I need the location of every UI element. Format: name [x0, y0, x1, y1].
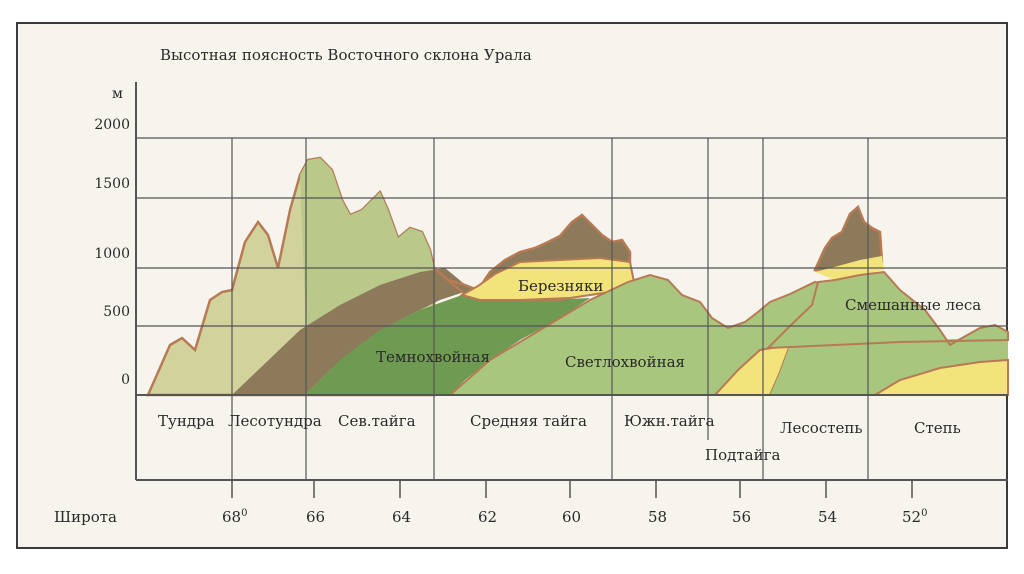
latitude-tick-labels: 680 66 64 62 60 58 56 54 520 — [222, 508, 927, 526]
zone-podtaiga: Подтайга — [705, 446, 780, 464]
zone-step: Степь — [914, 419, 961, 437]
label-svetlohvoinaya: Светлохвойная — [565, 353, 685, 371]
y-tick-500: 500 — [103, 304, 130, 320]
y-tick-2000: 2000 — [94, 117, 130, 133]
sev-taiga-band — [300, 158, 434, 330]
lat-tick-64: 64 — [392, 508, 411, 526]
lat-tick-62: 62 — [478, 508, 497, 526]
lat-tick-56: 56 — [732, 508, 751, 526]
y-tick-1500: 1500 — [94, 176, 130, 192]
lesostep-area — [770, 338, 1008, 395]
lat-tick-66: 66 — [306, 508, 325, 526]
zone-tundra: Тундра — [158, 412, 215, 430]
zone-yuzhn-taiga: Южн.тайга — [624, 412, 715, 430]
temnohvoinaya-area — [305, 295, 590, 395]
y-tick-1000: 1000 — [94, 246, 130, 262]
grid-lines — [135, 82, 1008, 481]
label-temnohvoinaya: Темнохвойная — [376, 348, 490, 366]
lat-tick-52: 520 — [902, 508, 927, 526]
zone-sev-taiga: Сев.тайга — [338, 412, 416, 430]
latitude-tick-marks — [231, 480, 913, 498]
y-tick-0: 0 — [121, 372, 130, 388]
label-bereznyaki: Березняки — [518, 277, 603, 295]
lat-tick-60: 60 — [562, 508, 581, 526]
latitude-label: Широта — [54, 508, 117, 526]
smeshannye-lesa-area — [765, 270, 1009, 350]
diagram-title: Высотная поясность Восточного склона Ура… — [160, 46, 532, 64]
lat-tick-68: 680 — [222, 508, 247, 526]
lat-tick-58: 58 — [648, 508, 667, 526]
zone-lesostep: Лесостепь — [780, 419, 863, 437]
label-smeshannye-lesa: Смешанные леса — [845, 296, 981, 314]
y-axis-unit: м — [112, 86, 123, 102]
lesotundra-wedge — [232, 268, 470, 395]
zone-lesotundra: Лесотундра — [228, 412, 322, 430]
lat-tick-54: 54 — [818, 508, 837, 526]
zone-srednyaya-taiga: Средняя тайга — [470, 412, 587, 430]
